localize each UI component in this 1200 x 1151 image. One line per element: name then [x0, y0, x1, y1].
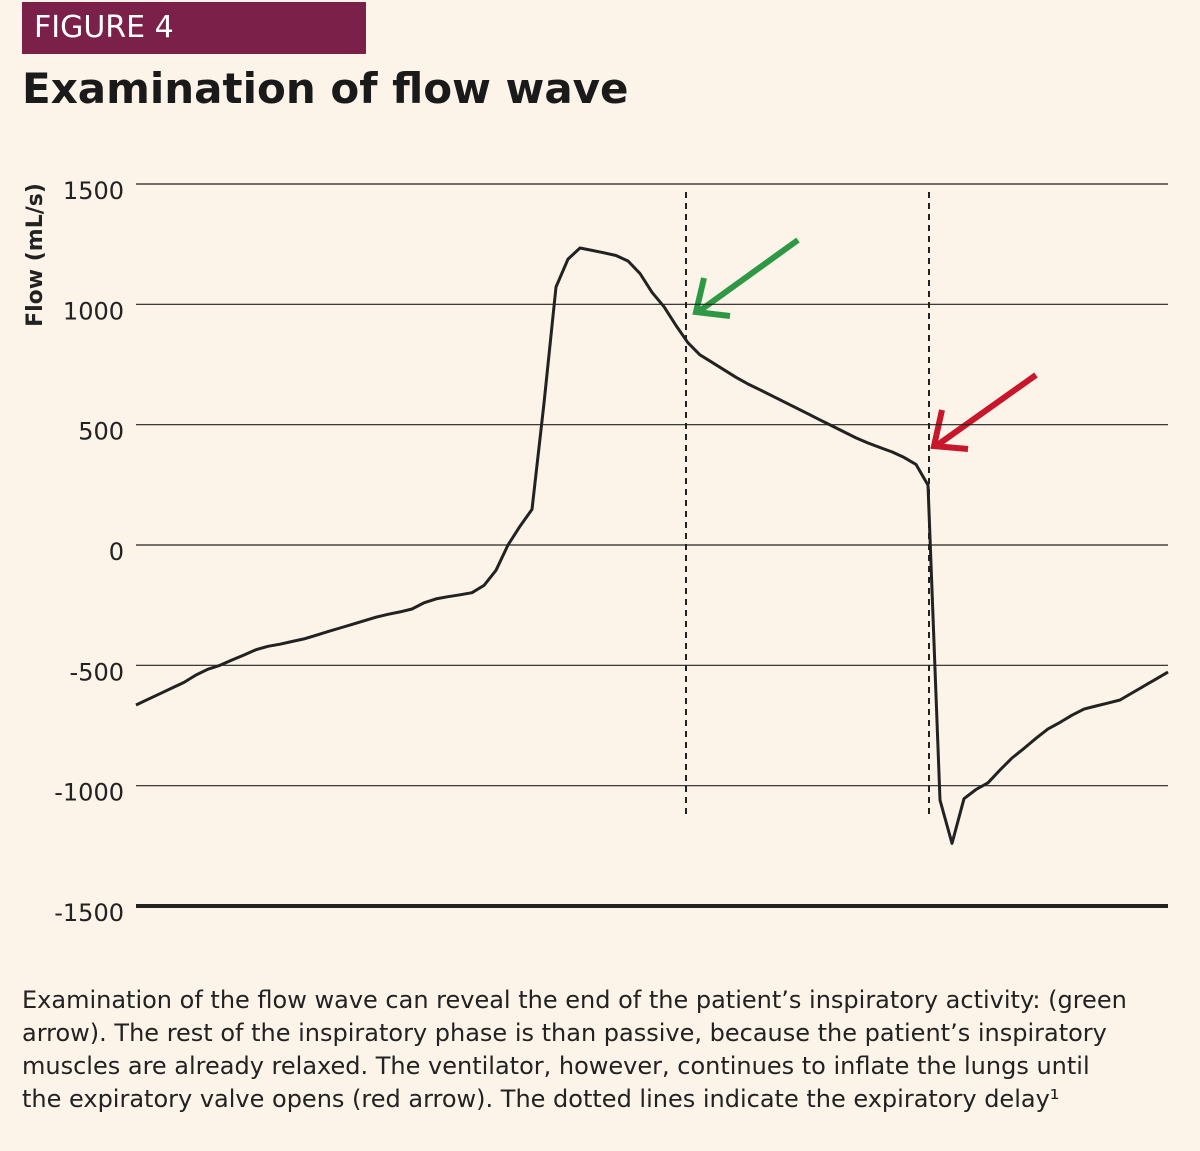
- y-tick-label: 1500: [63, 177, 124, 205]
- chart: Flow (mL/s) -1500 -1000 -500 0 500 1000 1500: [23, 177, 1169, 927]
- y-tick-label: -1500: [54, 899, 124, 927]
- y-tick-label: 500: [78, 418, 124, 446]
- y-tick-label: -1000: [54, 779, 124, 807]
- y-tick-label: -500: [70, 658, 124, 686]
- y-axis-label: Flow (mL/s): [23, 183, 48, 327]
- y-tick-label: 1000: [63, 297, 124, 325]
- figure-label: FIGURE 4: [22, 2, 366, 54]
- y-tick-label: 0: [109, 538, 124, 566]
- red-arrow: [930, 372, 1038, 452]
- green-arrow: [692, 237, 800, 319]
- chart-title: Examination of flow wave: [22, 64, 629, 113]
- flow-line: [135, 246, 1169, 845]
- caption: Examination of the flow wave can reveal …: [22, 986, 1127, 1113]
